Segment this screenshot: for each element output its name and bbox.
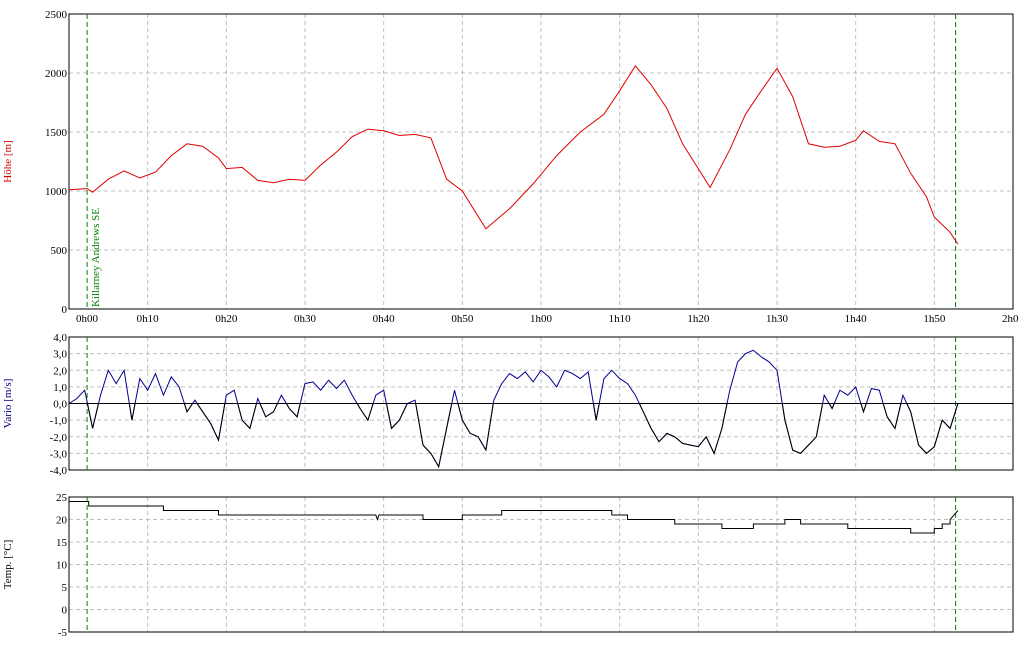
x-tick-label: 1h00 xyxy=(530,313,553,325)
plot-frame xyxy=(68,13,1014,310)
x-tick-label: 1h10 xyxy=(609,313,632,325)
y-tick-label: 1,0 xyxy=(53,382,67,394)
x-tick-label: 1h30 xyxy=(766,313,789,325)
plot-frame xyxy=(68,496,1014,633)
x-tick-label: 0h30 xyxy=(294,313,317,325)
x-tick-label: 0h50 xyxy=(451,313,474,325)
y-tick-label: 500 xyxy=(51,245,68,257)
x-tick-label: 0h10 xyxy=(137,313,160,325)
x-tick-label: 0h00 xyxy=(76,313,99,325)
y-tick-label: -4,0 xyxy=(50,465,68,477)
data-line-negative xyxy=(69,403,959,469)
y-tick-label: 0 xyxy=(62,605,68,617)
x-tick-label: 0h40 xyxy=(373,313,396,325)
y-tick-label: 25 xyxy=(56,492,68,504)
data-line xyxy=(69,501,959,534)
y-tick-label: 1000 xyxy=(45,186,68,198)
y-tick-label: 1500 xyxy=(45,127,68,139)
y-axis-label: Vario [m/s] xyxy=(2,379,14,429)
x-tick-label: 0h20 xyxy=(215,313,238,325)
y-tick-label: -2,0 xyxy=(50,432,68,444)
data-line xyxy=(68,65,959,245)
y-tick-label: 0 xyxy=(62,304,68,316)
waypoint-label: Killarney Andrews SE xyxy=(90,208,102,307)
data-line xyxy=(68,349,959,469)
y-tick-label: 3,0 xyxy=(53,349,67,361)
x-tick-label: 1h40 xyxy=(845,313,868,325)
y-tick-label: 15 xyxy=(56,537,68,549)
y-tick-label: 5 xyxy=(62,582,68,594)
y-tick-label: 20 xyxy=(56,515,68,527)
y-tick-label: -1,0 xyxy=(50,415,68,427)
y-tick-label: -5 xyxy=(58,627,68,639)
y-tick-label: -3,0 xyxy=(50,448,68,460)
y-tick-label: 0,0 xyxy=(53,399,67,411)
y-tick-label: 10 xyxy=(56,560,68,572)
y-tick-label: 2,0 xyxy=(53,365,67,377)
y-axis-label: Temp. [°C] xyxy=(2,540,14,589)
x-tick-label: 1h20 xyxy=(687,313,710,325)
y-tick-label: 2500 xyxy=(45,9,68,21)
y-axis-label: Höhe [m] xyxy=(2,140,14,182)
x-tick-label: 1h50 xyxy=(923,313,946,325)
y-tick-label: 2000 xyxy=(45,68,68,80)
y-tick-label: 4,0 xyxy=(53,332,67,344)
